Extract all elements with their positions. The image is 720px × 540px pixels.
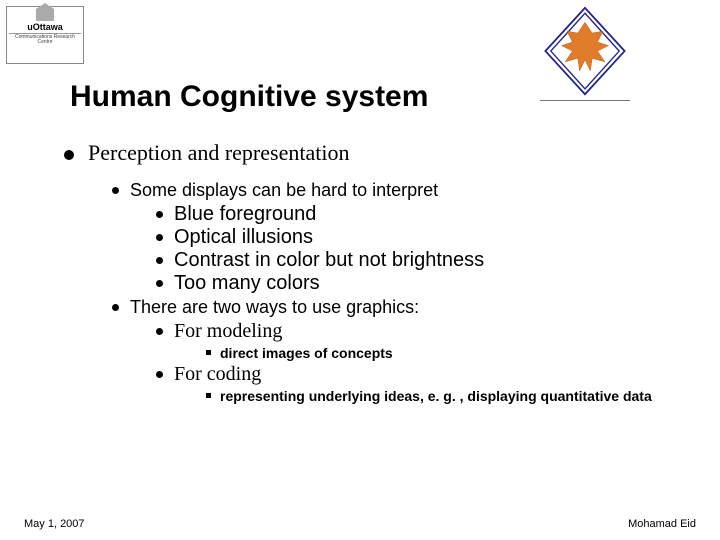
uottawa-logo: uOttawa Communications Research Centre bbox=[6, 6, 84, 64]
bullet-l4-text: representing underlying ideas, e. g. , d… bbox=[220, 388, 652, 404]
logo-left-line1: uOttawa bbox=[7, 22, 83, 32]
bullet-l3: Blue foreground bbox=[152, 203, 700, 226]
bullet-l3-text: Optical illusions bbox=[174, 226, 313, 248]
bullet-l3: For modeling direct images of concepts bbox=[152, 320, 700, 361]
lab-logo bbox=[540, 4, 630, 99]
bullet-l3-text: Blue foreground bbox=[174, 203, 316, 225]
diamond-leaf-icon bbox=[540, 4, 630, 99]
bullet-l1: Perception and representation Some displ… bbox=[60, 140, 700, 404]
bullet-l2-text: There are two ways to use graphics: bbox=[130, 297, 419, 317]
slide: uOttawa Communications Research Centre H… bbox=[0, 0, 720, 540]
bullet-l4: direct images of concepts bbox=[202, 345, 700, 361]
bullet-l4: representing underlying ideas, e. g. , d… bbox=[202, 388, 700, 404]
bullet-l3-text: For coding bbox=[174, 363, 261, 385]
bullet-l2: There are two ways to use graphics: For … bbox=[108, 297, 700, 404]
logo-left-line2: Communications Research Centre bbox=[7, 35, 83, 45]
bullet-l1-text: Perception and representation bbox=[88, 140, 349, 165]
bullet-l3-text: Contrast in color but not brightness bbox=[174, 249, 484, 271]
bullet-l3: Contrast in color but not brightness bbox=[152, 249, 700, 272]
bullet-l3: Too many colors bbox=[152, 272, 700, 295]
bullet-l2: Some displays can be hard to interpret B… bbox=[108, 180, 700, 295]
footer-date: May 1, 2007 bbox=[24, 518, 85, 530]
building-icon bbox=[36, 9, 54, 21]
bullet-l4-text: direct images of concepts bbox=[220, 345, 393, 361]
logo-divider bbox=[540, 100, 630, 101]
bullet-l3-text: Too many colors bbox=[174, 272, 320, 294]
bullet-l3: Optical illusions bbox=[152, 226, 700, 249]
bullet-l3: For coding representing underlying ideas… bbox=[152, 363, 700, 404]
footer-author: Mohamad Eid bbox=[628, 518, 696, 530]
slide-title: Human Cognitive system bbox=[70, 80, 428, 114]
content-area: Perception and representation Some displ… bbox=[60, 140, 700, 414]
bullet-l3-text: For modeling bbox=[174, 320, 282, 342]
bullet-l2-text: Some displays can be hard to interpret bbox=[130, 180, 438, 200]
